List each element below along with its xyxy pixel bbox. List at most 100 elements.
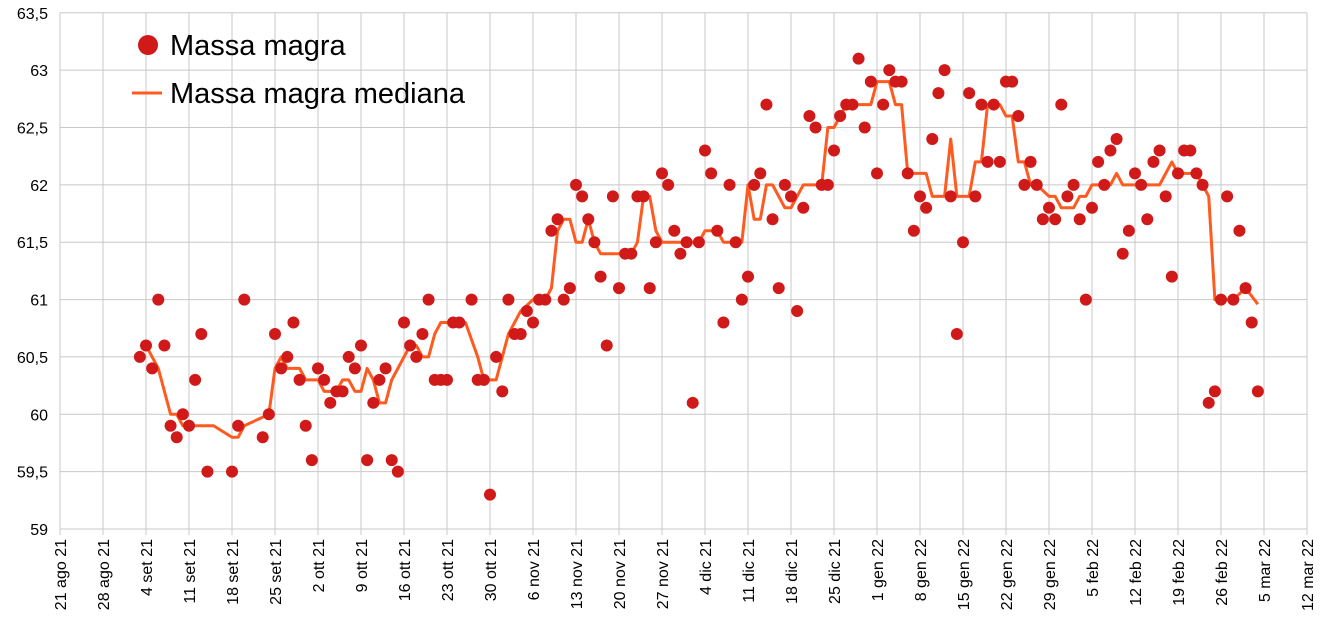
data-point — [606, 190, 619, 203]
data-point — [484, 488, 496, 501]
data-point — [729, 236, 742, 249]
data-point — [877, 98, 890, 111]
data-point — [1165, 270, 1178, 283]
data-point — [1110, 132, 1123, 145]
data-point — [140, 339, 152, 352]
data-point — [871, 167, 883, 180]
data-point — [496, 385, 509, 398]
data-point — [465, 293, 478, 306]
data-point — [699, 144, 711, 157]
data-point — [176, 408, 189, 421]
data-point — [969, 190, 982, 203]
data-point — [643, 282, 656, 295]
data-point — [588, 236, 601, 249]
x-tick-label: 26 feb 22 — [1214, 539, 1231, 606]
data-point — [748, 178, 761, 191]
data-point — [1086, 201, 1098, 214]
data-point — [717, 316, 730, 329]
data-point — [293, 373, 306, 386]
legend-label-mediana: Massa magra mediana — [170, 78, 466, 110]
x-tick-label: 18 dic 21 — [784, 539, 801, 604]
data-point — [373, 373, 386, 386]
data-point — [410, 350, 423, 363]
data-point — [987, 98, 1000, 111]
data-point — [846, 98, 859, 111]
data-point — [914, 190, 926, 203]
data-point — [1129, 167, 1141, 180]
data-point — [379, 362, 392, 375]
x-tick-label: 1 gen 22 — [870, 539, 887, 601]
data-point — [1079, 293, 1092, 306]
data-point — [778, 178, 791, 191]
data-point — [1024, 155, 1037, 168]
data-point — [342, 350, 355, 363]
median-series — [144, 80, 1260, 439]
data-point — [490, 350, 503, 363]
x-tick-label: 15 gen 22 — [956, 539, 973, 610]
data-point — [1221, 190, 1234, 203]
data-point — [926, 132, 939, 145]
data-point — [1012, 110, 1025, 123]
data-point — [649, 236, 662, 249]
x-tick-label: 12 mar 22 — [1300, 539, 1317, 611]
lean-mass-series — [133, 52, 1264, 501]
x-tick-label: 29 gen 22 — [1042, 539, 1059, 610]
data-point — [594, 270, 607, 283]
legend-marker-massa-magra — [138, 35, 158, 55]
data-point — [262, 408, 275, 421]
data-point — [422, 293, 435, 306]
x-tick-label: 22 gen 22 — [999, 539, 1016, 610]
y-tick-label: 62 — [30, 178, 48, 195]
legend-label-massa-magra: Massa magra — [170, 30, 347, 62]
x-tick-label: 9 ott 21 — [354, 539, 371, 592]
data-point — [975, 98, 988, 111]
data-point — [551, 213, 564, 226]
x-tick-label: 25 dic 21 — [827, 539, 844, 604]
data-point — [993, 155, 1006, 168]
data-point — [183, 419, 195, 432]
x-tick-label: 13 nov 21 — [569, 539, 586, 609]
data-point — [901, 167, 914, 180]
y-tick-label: 63 — [30, 63, 48, 80]
data-point — [557, 293, 570, 306]
data-point — [1030, 178, 1043, 191]
x-tick-label: 4 set 21 — [139, 539, 156, 596]
data-point — [668, 224, 681, 237]
data-point — [299, 419, 312, 432]
data-point — [1098, 178, 1111, 191]
data-point — [711, 224, 724, 237]
data-point — [336, 385, 349, 398]
data-point — [742, 270, 754, 283]
median-line — [144, 80, 1260, 439]
x-tick-label: 28 ago 21 — [96, 539, 113, 610]
data-point — [662, 178, 675, 191]
data-point — [692, 236, 705, 249]
data-point — [318, 373, 331, 386]
data-point — [582, 213, 595, 226]
data-point — [398, 316, 410, 329]
data-point — [1135, 178, 1148, 191]
data-point — [1018, 178, 1031, 191]
data-point — [152, 293, 165, 306]
data-point — [1122, 224, 1135, 237]
data-point — [625, 247, 638, 260]
y-tick-label: 63,5 — [17, 6, 48, 23]
y-tick-label: 59,5 — [17, 465, 48, 482]
data-point — [158, 339, 171, 352]
data-point — [858, 121, 871, 134]
data-point — [686, 396, 699, 409]
data-point — [195, 327, 208, 340]
data-point — [920, 201, 933, 214]
data-point — [1061, 190, 1074, 203]
data-point — [1251, 385, 1264, 398]
y-tick-label: 61,5 — [17, 235, 48, 252]
data-point — [797, 201, 810, 214]
data-point — [1190, 167, 1203, 180]
data-point — [453, 316, 466, 329]
x-tick-label: 6 nov 21 — [526, 539, 543, 600]
data-point — [864, 75, 877, 88]
data-point — [1202, 396, 1215, 409]
x-tick-label: 30 ott 21 — [483, 539, 500, 601]
data-point — [404, 339, 417, 352]
